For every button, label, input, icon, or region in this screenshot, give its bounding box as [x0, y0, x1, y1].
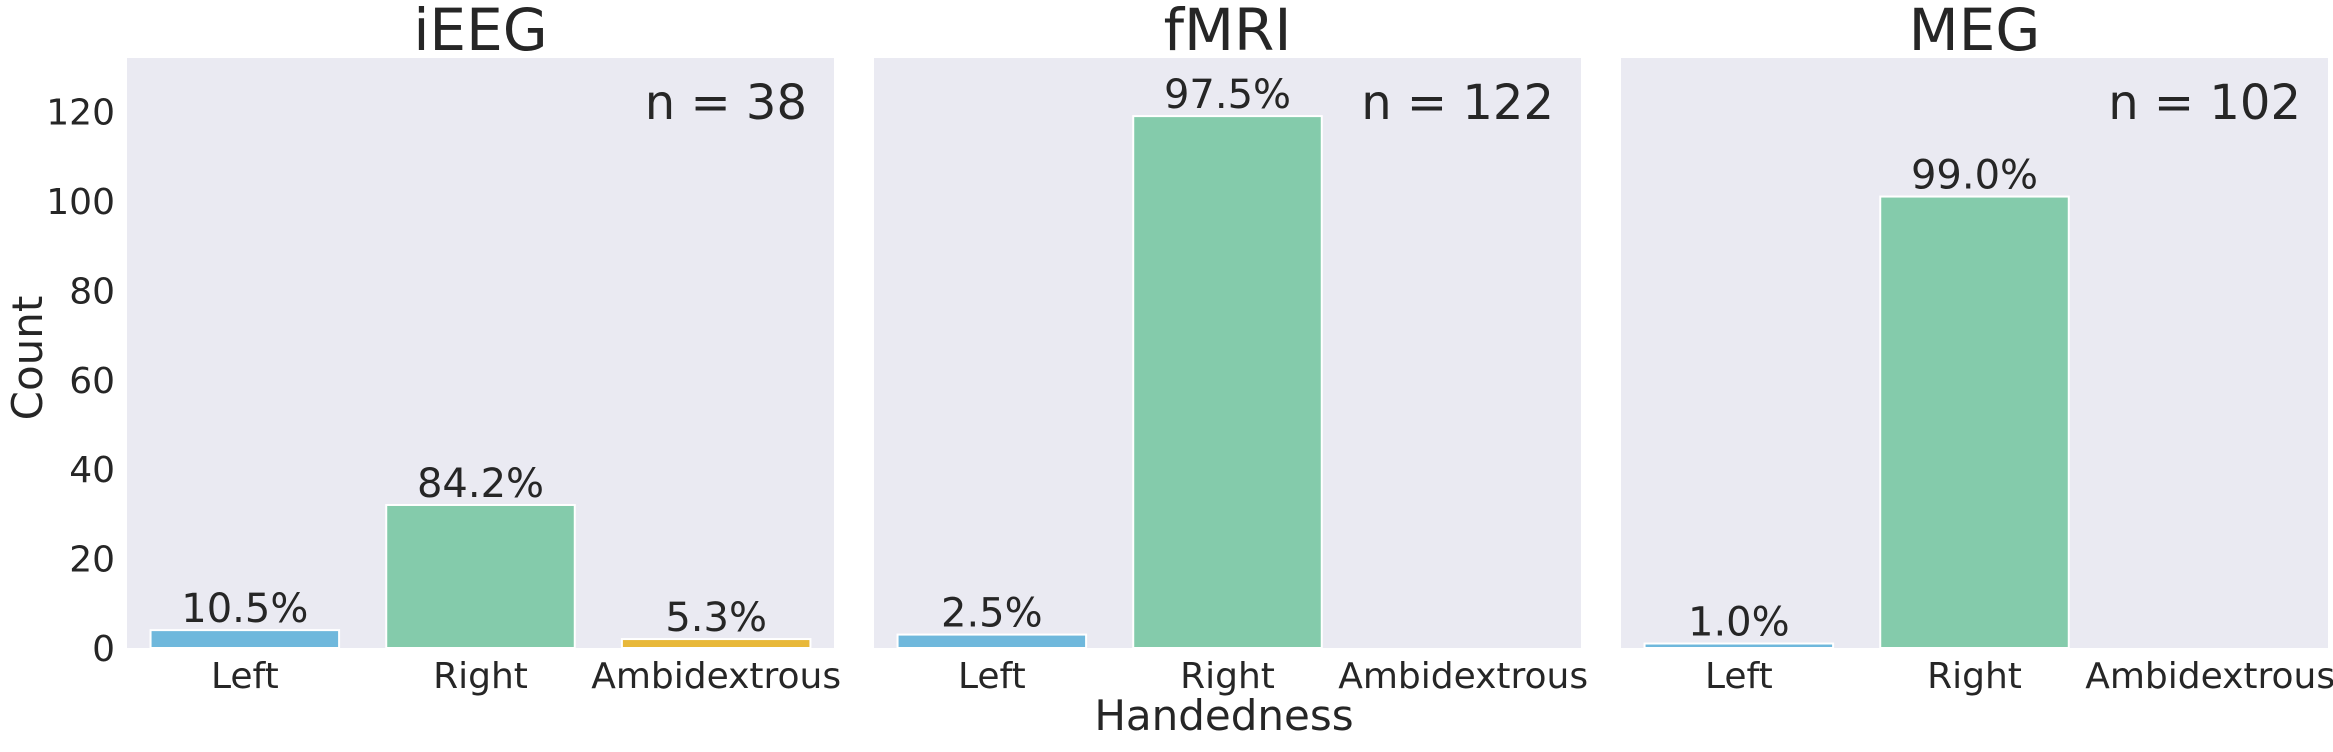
bar-percent-label: 97.5%: [1164, 72, 1291, 118]
x-tick-label: Ambidextrous: [591, 656, 841, 697]
sample-size-annotation: n = 102: [2108, 75, 2301, 131]
bar-right: [1132, 115, 1323, 649]
x-tick-label: Right: [1180, 656, 1275, 697]
bar-percent-label: 2.5%: [941, 591, 1043, 637]
sample-size-annotation: n = 38: [645, 75, 807, 131]
bar-ambidextrous: [620, 638, 812, 650]
y-tick-label: 40: [69, 450, 115, 491]
bar-left: [896, 633, 1088, 649]
bar-right: [385, 503, 576, 649]
x-axis-label: Handedness: [1094, 691, 1353, 740]
panel-title: iEEG: [413, 0, 547, 64]
y-axis-label: Count: [3, 296, 52, 421]
y-tick-label: 0: [92, 629, 115, 670]
y-tick-label: 60: [69, 361, 115, 402]
bar-percent-label: 99.0%: [1911, 153, 2038, 199]
bar-percent-label: 10.5%: [181, 586, 308, 632]
x-tick-label: Ambidextrous: [1338, 656, 1588, 697]
bar-percent-label: 84.2%: [417, 461, 544, 507]
x-tick-label: Left: [1705, 656, 1773, 697]
panel-2: MEG n = 102 1.0% Left 99.0% Right Ambidextrous: [1621, 0, 2333, 697]
panels: iEEG n = 38 0 20 40 60 80 100 120 10.5% Left 84.2% R…: [46, 0, 2333, 697]
y-tick-label: 80: [69, 271, 115, 312]
x-tick-label: Right: [1927, 656, 2022, 697]
bar-percent-label: 1.0%: [1688, 600, 1790, 646]
bar-right: [1879, 195, 2070, 649]
sample-size-annotation: n = 122: [1361, 75, 1554, 131]
panel-title: MEG: [1909, 0, 2041, 64]
x-tick-label: Ambidextrous: [2085, 656, 2333, 697]
bar-percent-label: 5.3%: [665, 595, 767, 641]
x-tick-label: Right: [433, 656, 528, 697]
panel-0: iEEG n = 38 0 20 40 60 80 100 120 10.5% Left 84.2% R…: [46, 0, 841, 697]
bar-left: [1643, 642, 1835, 649]
panel-title: fMRI: [1164, 0, 1292, 64]
x-tick-label: Left: [211, 656, 279, 697]
y-tick-label: 100: [46, 182, 115, 223]
x-tick-label: Left: [958, 656, 1026, 697]
bar-left: [149, 629, 341, 650]
y-tick-label: 20: [69, 540, 115, 581]
y-tick-label: 120: [46, 93, 115, 134]
panel-1: fMRI n = 122 2.5% Left 97.5% Right Ambidextrou…: [874, 0, 1588, 697]
